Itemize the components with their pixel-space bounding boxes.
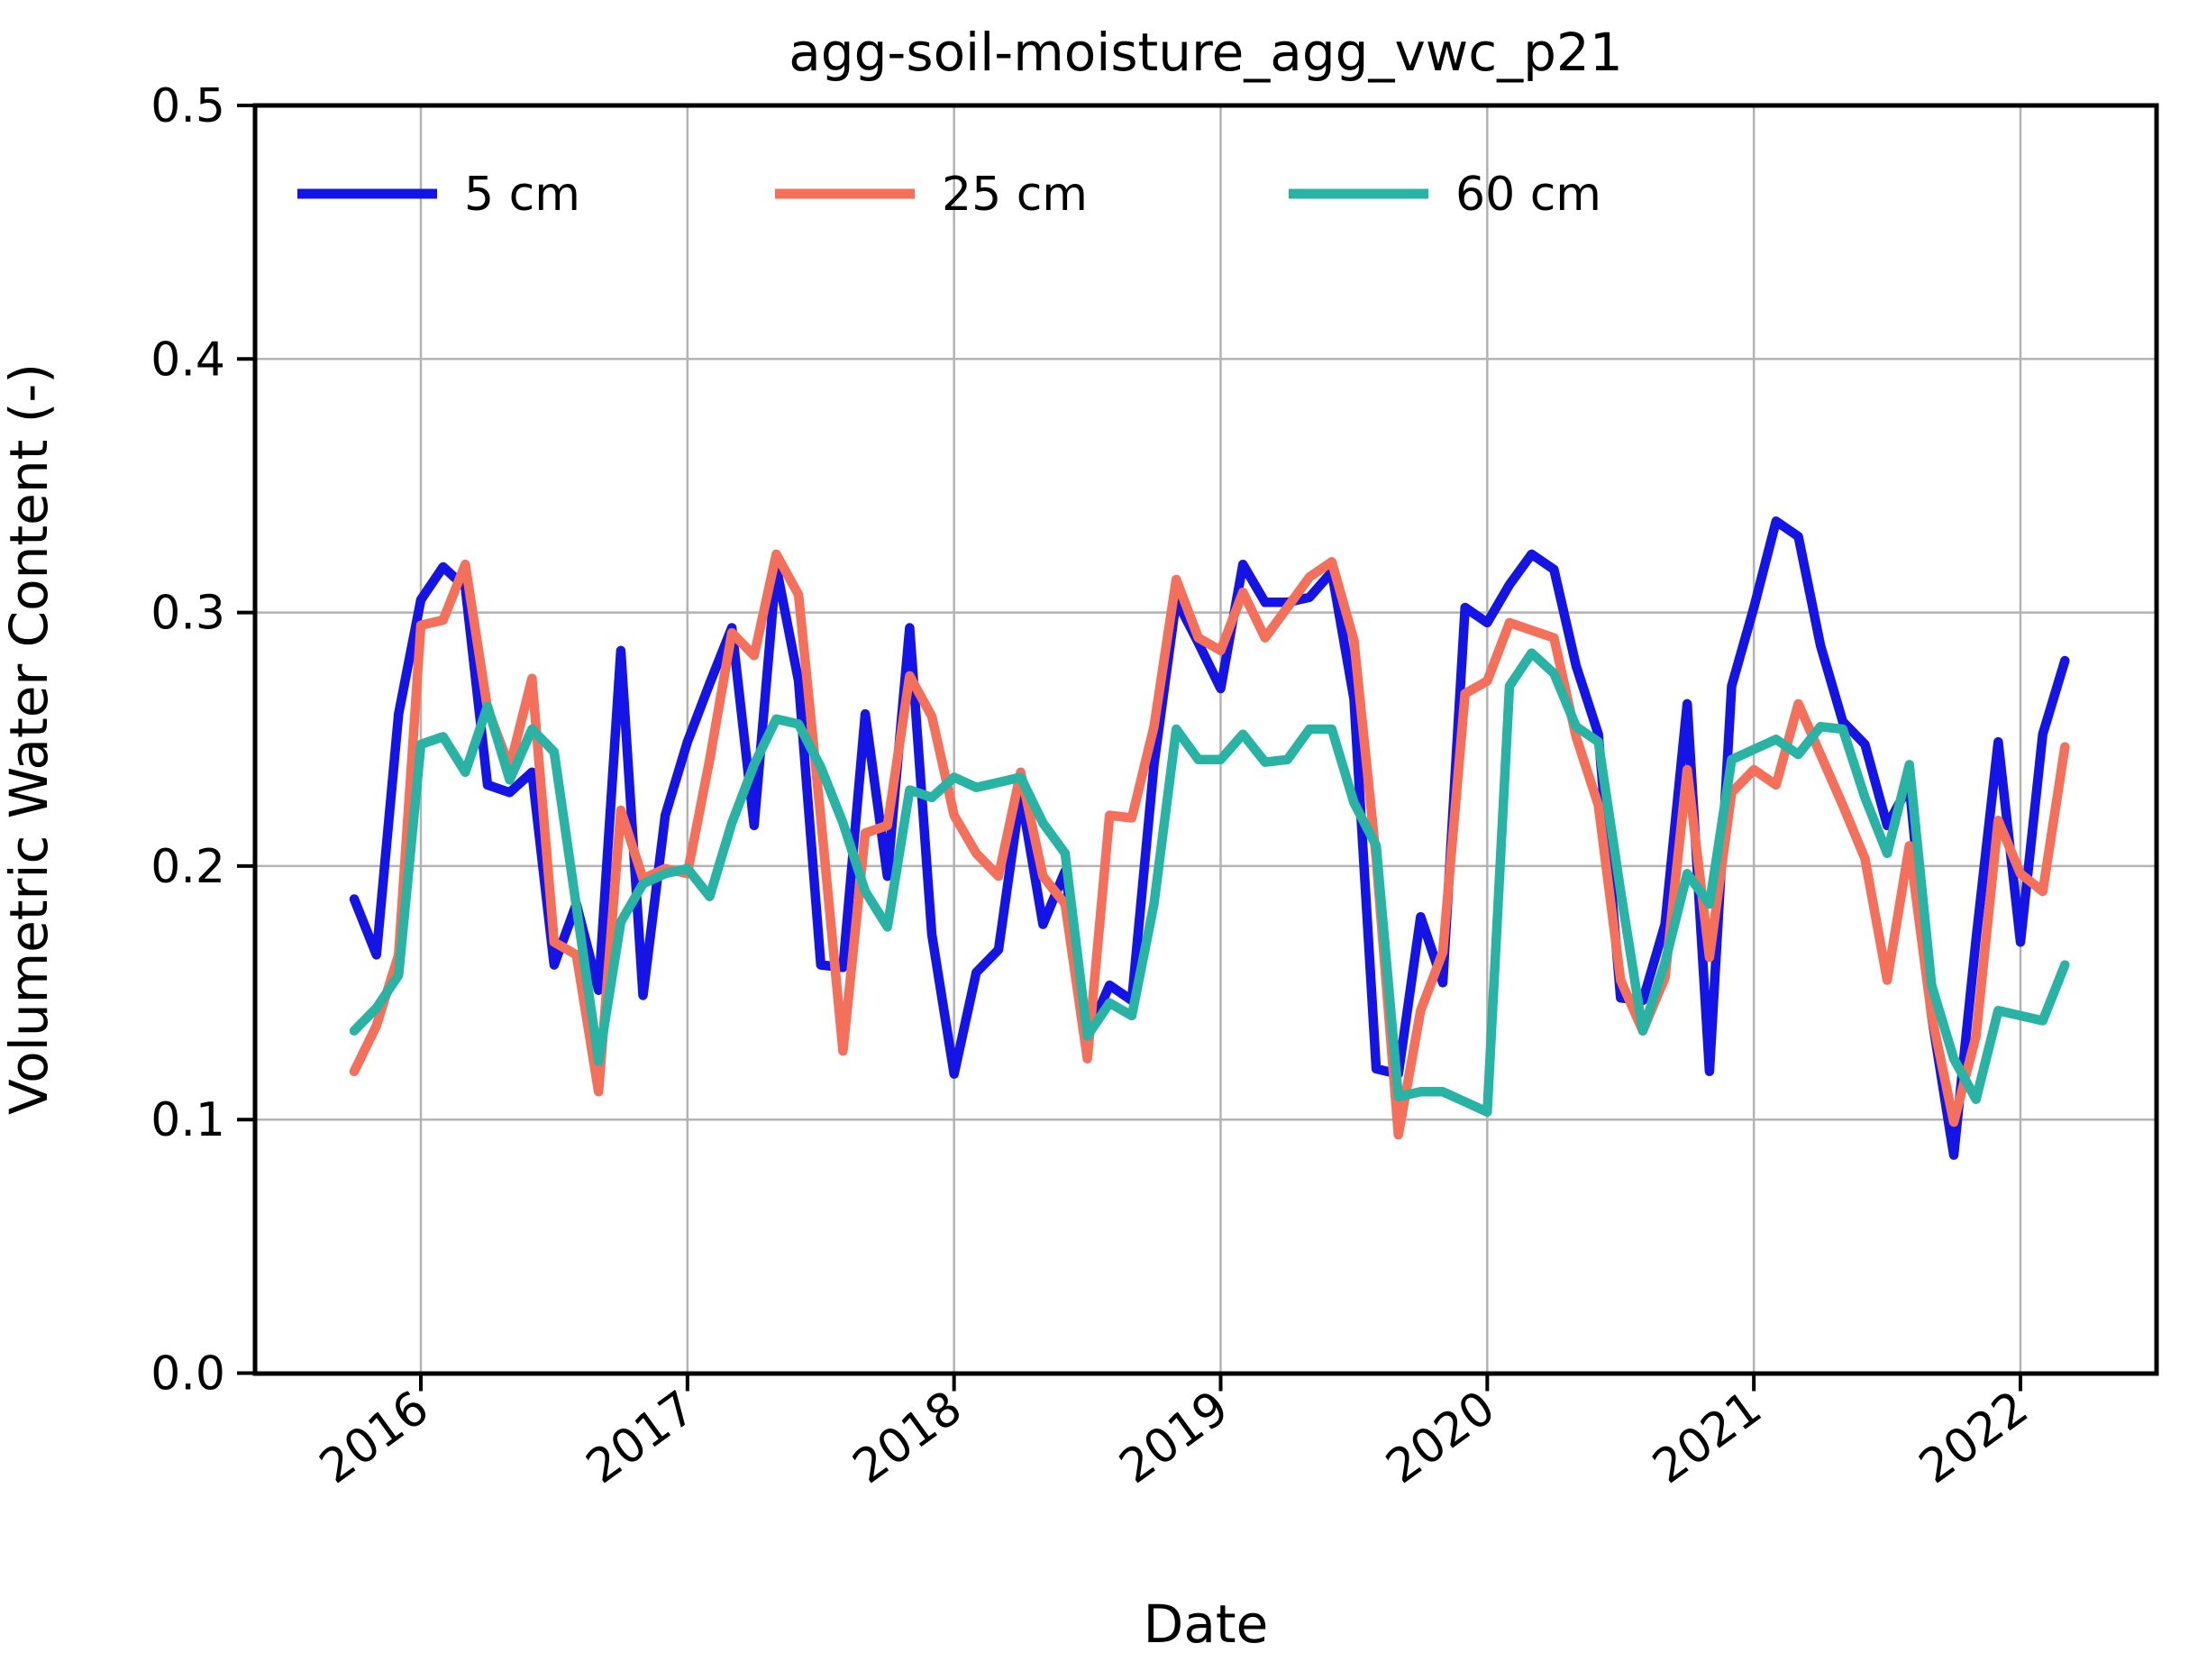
legend-item-25-cm: 25 cm — [775, 168, 1088, 222]
x-tick-label: 2019 — [1110, 1381, 1238, 1494]
y-tick-label: 0.4 — [150, 333, 225, 387]
series-line-5-cm — [349, 516, 2070, 1160]
x-tick-label: 2017 — [577, 1381, 705, 1494]
legend-label: 5 cm — [464, 168, 580, 222]
series-group — [349, 516, 2070, 1160]
y-axis-label: Volumetric Water Content (-) — [0, 363, 59, 1115]
legend-label: 60 cm — [1455, 168, 1601, 222]
plot-border — [252, 103, 2159, 1376]
y-tick-label: 0.1 — [150, 1093, 225, 1147]
tick-labels-group: 0.0 0.1 0.2 0.3 0.4 0.5 2016 2017 2018 2019 2020 20… — [150, 79, 2038, 1494]
x-tick-label: 2020 — [1377, 1381, 1505, 1494]
series-line-60-cm — [349, 648, 2070, 1118]
y-tick-label: 0.0 — [150, 1347, 225, 1402]
legend: 5 cm 25 cm 60 cm — [297, 168, 1601, 222]
chart-title: agg-soil-moisture_agg_vwc_p21 — [789, 22, 1622, 83]
y-tick-label: 0.2 — [150, 840, 225, 894]
x-axis-label: Date — [1144, 1593, 1269, 1655]
y-tick-label: 0.3 — [150, 587, 225, 641]
legend-item-60-cm: 60 cm — [1289, 168, 1601, 222]
legend-item-5-cm: 5 cm — [297, 168, 580, 222]
y-tick-label: 0.5 — [150, 79, 225, 133]
x-tick-label: 2016 — [310, 1381, 438, 1494]
x-tick-label: 2018 — [844, 1381, 971, 1494]
x-tick-label: 2022 — [1910, 1381, 2038, 1494]
legend-label: 25 cm — [942, 168, 1088, 222]
series-line-25-cm — [349, 549, 2070, 1140]
x-tick-label: 2021 — [1643, 1381, 1771, 1494]
ticks-group — [237, 104, 2022, 1392]
